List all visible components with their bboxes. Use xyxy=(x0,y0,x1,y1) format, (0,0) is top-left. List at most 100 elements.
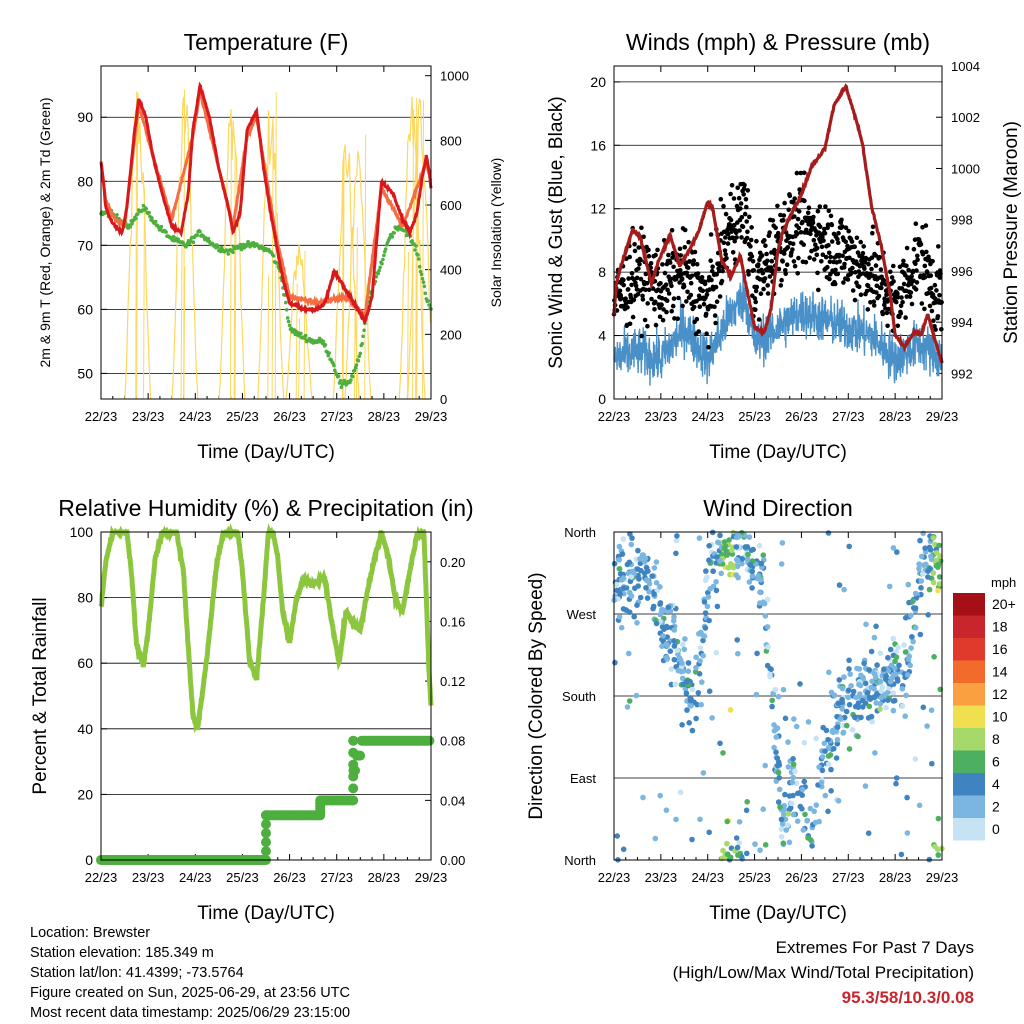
gust-point xyxy=(721,240,727,246)
gust-point xyxy=(713,284,719,290)
y-tick-label: 80 xyxy=(77,590,93,606)
wind-direction-point xyxy=(700,652,706,659)
wind-direction-point xyxy=(868,713,875,720)
gust-point xyxy=(652,299,658,305)
dewpoint-point xyxy=(350,374,355,379)
y-tick-label: North xyxy=(564,853,596,868)
gust-point xyxy=(928,273,934,278)
gust-point xyxy=(646,253,652,259)
gust-point xyxy=(933,327,938,332)
wind-direction-point xyxy=(805,719,812,725)
gust-point xyxy=(906,267,911,273)
colorbar-label: 6 xyxy=(992,754,1000,770)
gust-point xyxy=(920,251,926,257)
x-tick-label: 26/23 xyxy=(785,409,818,424)
wind-direction-point xyxy=(765,644,771,650)
gust-point xyxy=(623,296,628,302)
gust-point xyxy=(673,276,679,282)
gust-point xyxy=(632,248,638,254)
wind-direction-point xyxy=(680,668,687,674)
wind-direction-point xyxy=(811,808,817,815)
wind-direction-point xyxy=(779,821,786,827)
gust-point xyxy=(723,235,728,240)
wind-direction-point xyxy=(872,750,878,756)
gust-point xyxy=(671,264,676,270)
wind-direction-point xyxy=(776,775,782,781)
gust-point xyxy=(924,249,929,255)
wind-direction-point xyxy=(917,631,924,638)
y2-tick-label: 800 xyxy=(440,133,462,148)
wind-direction-point xyxy=(837,716,844,722)
wind-direction-point xyxy=(709,715,715,721)
x-tick-label: 24/23 xyxy=(179,409,212,424)
gust-point xyxy=(634,275,640,281)
gust-point xyxy=(677,246,683,252)
wind-direction-point xyxy=(807,837,814,843)
gust-point xyxy=(931,318,936,324)
gust-point xyxy=(783,271,788,277)
wind-direction-point xyxy=(821,740,828,747)
dewpoint-point xyxy=(271,254,276,258)
wind-direction-point xyxy=(693,654,699,660)
wind-direction-point xyxy=(825,530,832,536)
gust-point xyxy=(828,213,834,219)
gust-point xyxy=(663,282,669,288)
wind-direction-point xyxy=(679,660,685,666)
wind-direction-point xyxy=(907,662,913,669)
solar-insolation-spike xyxy=(416,123,419,400)
gust-point xyxy=(899,295,904,300)
wind-direction-point xyxy=(836,677,843,683)
wind-direction-point xyxy=(733,544,740,550)
wind-direction-point xyxy=(635,547,641,554)
wind-direction-point xyxy=(702,577,709,584)
wind-direction-point xyxy=(628,541,635,548)
wind-direction-point xyxy=(936,542,942,549)
dewpoint-point xyxy=(349,378,353,382)
gust-point xyxy=(937,275,943,280)
gust-point xyxy=(638,276,644,282)
gust-point xyxy=(900,299,905,305)
wind-direction-point xyxy=(892,671,899,677)
wind-direction-point xyxy=(703,568,709,574)
gust-point xyxy=(725,241,731,246)
temp-9m-line xyxy=(99,90,433,320)
wind-direction-point xyxy=(773,749,779,755)
wind-direction-point xyxy=(612,659,618,666)
wind-direction-point xyxy=(878,694,885,701)
wind-direction-point xyxy=(860,704,866,710)
wind-direction-point xyxy=(747,562,753,568)
dewpoint-point xyxy=(383,247,388,251)
gust-point xyxy=(645,301,650,306)
gust-point xyxy=(744,204,749,210)
gust-point xyxy=(625,287,631,292)
wind-direction-point xyxy=(653,580,660,586)
precip-point xyxy=(261,819,271,830)
dewpoint-point xyxy=(426,299,431,303)
dewpoint-point xyxy=(310,338,315,342)
gust-point xyxy=(669,308,674,314)
gust-point xyxy=(779,277,784,283)
wind-direction-point xyxy=(828,766,834,773)
wind-direction-point xyxy=(761,600,768,607)
gust-point xyxy=(898,303,904,309)
colorbar-label: 20+ xyxy=(992,596,1016,612)
gust-point xyxy=(666,291,672,296)
dewpoint-point xyxy=(216,244,220,249)
wind-direction-point xyxy=(713,649,720,656)
gust-point xyxy=(909,301,915,307)
dewpoint-point xyxy=(413,248,417,252)
gust-point xyxy=(811,257,817,262)
y2-tick-label: 996 xyxy=(951,264,973,279)
wind-direction-point xyxy=(769,697,775,704)
y-tick-label: 50 xyxy=(77,365,93,381)
wind-direction-point xyxy=(705,594,712,600)
gust-point xyxy=(672,316,677,321)
x-tick-label: 29/23 xyxy=(926,409,959,424)
wind-direction-point xyxy=(905,581,912,588)
wind-direction-point xyxy=(786,793,793,799)
wind-direction-point xyxy=(801,739,808,746)
wind-direction-point xyxy=(726,537,732,543)
gust-point xyxy=(769,267,775,273)
x-tick-label: 29/23 xyxy=(415,409,448,424)
colorbar-swatch xyxy=(953,705,985,728)
